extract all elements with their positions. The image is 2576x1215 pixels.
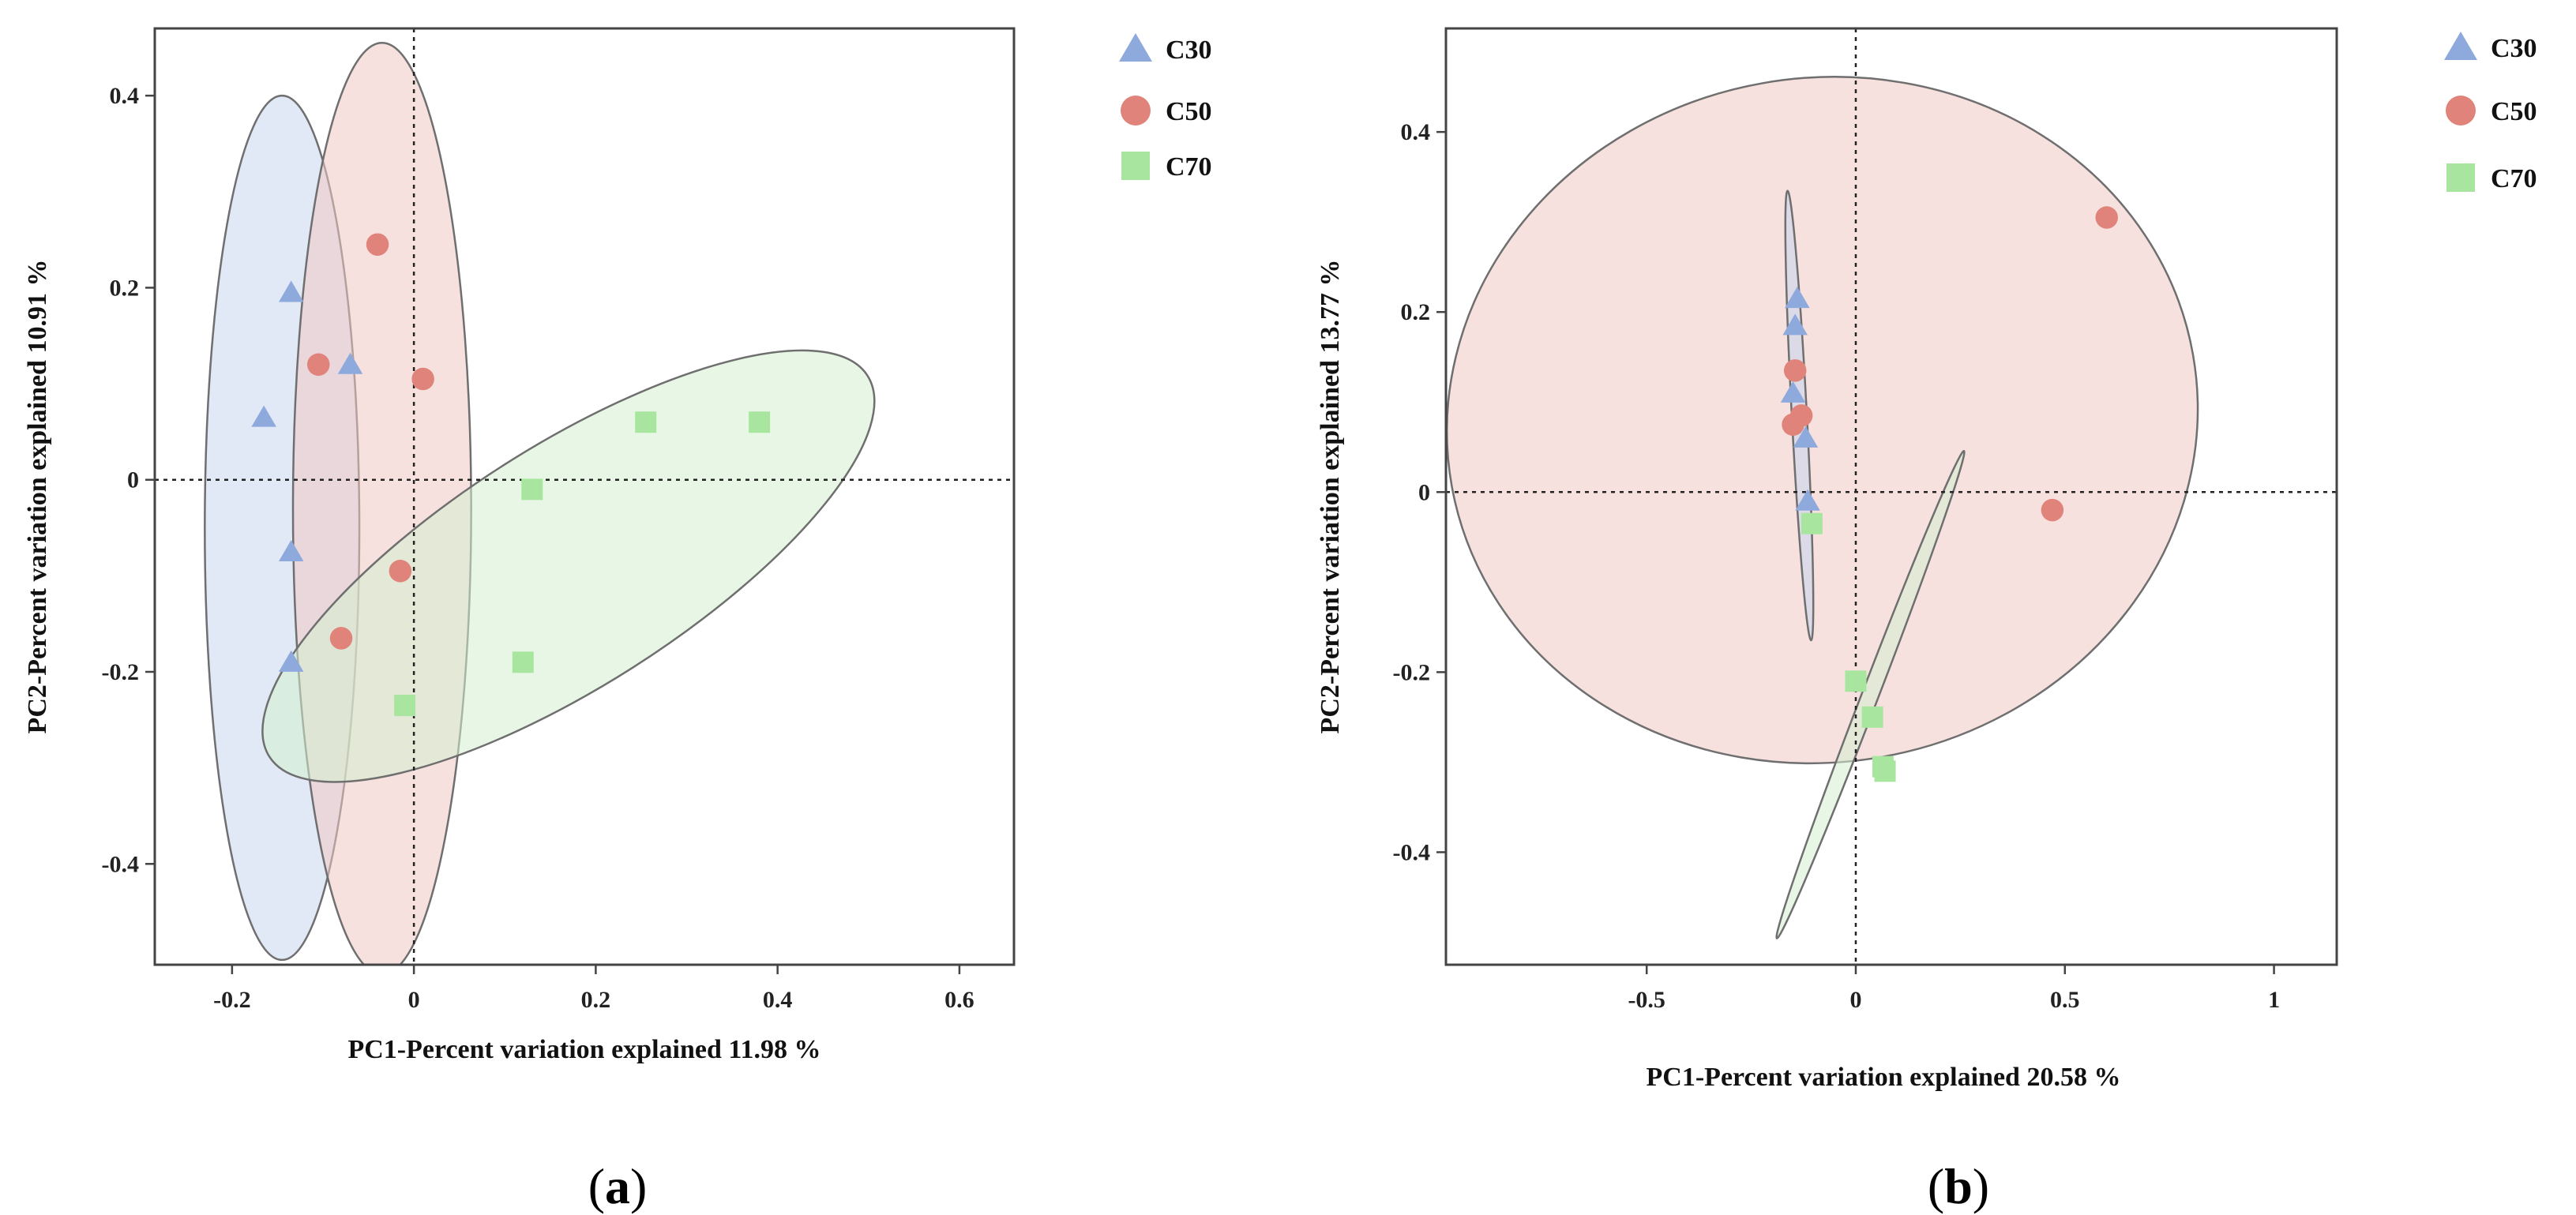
point-c50: [1783, 359, 1807, 382]
legend-label-c50: C50: [1166, 97, 1212, 126]
point-c50: [306, 353, 330, 376]
legend-marker-c50: [1121, 96, 1151, 126]
confidence-ellipses-a: [204, 42, 876, 965]
x-tick-label: 0: [408, 987, 420, 1013]
point-c30: [278, 650, 304, 672]
point-c30: [1780, 381, 1806, 403]
data-points-a: [251, 233, 771, 717]
data-points-b: [1780, 206, 2118, 782]
y-tick-label: -0.4: [102, 851, 140, 877]
point-c50: [411, 367, 434, 391]
axis-ticks-a: -0.2 0 0.2 0.4 0.6 -0.4 -0.2 0 0.2 0.4: [102, 83, 974, 1013]
legend-marker-c70: [1121, 152, 1150, 180]
point-c70: [1861, 706, 1883, 728]
chart-panel-a: -0.2 0 0.2 0.4 0.6 -0.4 -0.2 0 0.2 0.4 PC1-Percen…: [23, 27, 1212, 1214]
point-c50: [2095, 206, 2118, 229]
x-tick-label: 0.6: [944, 987, 974, 1013]
x-tick-label: 1: [2268, 987, 2280, 1013]
point-c30: [278, 280, 304, 302]
y-tick-label: -0.2: [102, 659, 140, 685]
y-tick-label: 0: [1418, 479, 1430, 505]
point-c70: [521, 478, 543, 501]
point-c30: [1785, 287, 1810, 309]
point-c30: [1795, 489, 1820, 511]
x-tick-label: -0.2: [213, 987, 251, 1013]
point-c70: [1801, 512, 1823, 534]
legend-label-c30: C30: [2491, 34, 2537, 63]
point-c70: [1845, 670, 1867, 692]
x-axis-label-a: PC1-Percent variation explained 11.98 %: [347, 1035, 820, 1064]
legend-marker-c70: [2446, 163, 2475, 192]
x-tick-label: 0: [1849, 987, 1861, 1013]
point-c50: [389, 560, 412, 583]
reference-lines-b: [1446, 28, 2337, 965]
reference-lines-a: [155, 28, 1014, 965]
legend-b: C30 C50 C70: [2444, 32, 2537, 193]
y-tick-label: 0.4: [110, 83, 140, 109]
panel-letter-b: b: [1944, 1158, 1973, 1214]
point-c50: [329, 627, 353, 650]
point-c70: [749, 411, 771, 433]
ellipse-c50: [1446, 76, 2199, 765]
y-tick-label: 0.2: [110, 275, 140, 301]
legend-a: C30 C50 C70: [1119, 33, 1212, 182]
ellipse-c70: [261, 349, 876, 783]
legend-marker-c30: [1119, 33, 1152, 62]
plot-frame-a: [153, 27, 1016, 966]
y-axis-label-a: PC2-Percent variation explained 10.91 %: [23, 260, 52, 734]
y-tick-label: 0.2: [1401, 299, 1431, 325]
point-c50: [366, 233, 389, 256]
panel-letter-a: a: [605, 1158, 630, 1214]
panel-label-b: (b): [1928, 1158, 1989, 1214]
point-c30: [278, 539, 304, 561]
y-tick-label: 0: [127, 467, 139, 493]
y-tick-label: 0.4: [1401, 119, 1431, 145]
point-c30: [1793, 426, 1819, 448]
legend-marker-c50: [2446, 96, 2476, 126]
point-c30: [251, 405, 276, 427]
plot-frame-b: [1444, 27, 2338, 966]
point-c70: [512, 651, 534, 673]
legend-label-c70: C70: [1166, 152, 1212, 182]
x-tick-label: -0.5: [1628, 987, 1665, 1013]
point-c30: [337, 352, 363, 374]
point-c50: [1782, 413, 1804, 437]
point-c70: [1874, 760, 1896, 782]
x-tick-label: 0.4: [763, 987, 793, 1013]
point-c50: [2041, 498, 2064, 522]
legend-label-c30: C30: [1166, 36, 1212, 65]
legend-label-c50: C50: [2491, 97, 2537, 126]
chart-panel-b: -0.5 0 0.5 1 -0.4 -0.2 0 0.2 0.4 PC1-Percent var…: [1316, 27, 2537, 1214]
point-c30: [1782, 313, 1808, 336]
x-tick-label: 0.5: [2050, 987, 2080, 1013]
panel-label-a: (a): [588, 1158, 648, 1214]
x-axis-label-b: PC1-Percent variation explained 20.58 %: [1647, 1063, 2121, 1092]
point-c70: [635, 411, 657, 433]
y-axis-label-b: PC2-Percent variation explained 13.77 %: [1316, 260, 1345, 734]
point-c70: [394, 695, 416, 717]
y-tick-label: -0.2: [1393, 659, 1431, 685]
legend-label-c70: C70: [2491, 164, 2537, 193]
legend-marker-c30: [2444, 32, 2477, 60]
confidence-ellipses-b: [1446, 76, 2199, 939]
y-tick-label: -0.4: [1393, 839, 1431, 865]
x-tick-label: 0.2: [581, 987, 611, 1013]
axis-ticks-b: -0.5 0 0.5 1 -0.4 -0.2 0 0.2 0.4: [1393, 119, 2281, 1013]
